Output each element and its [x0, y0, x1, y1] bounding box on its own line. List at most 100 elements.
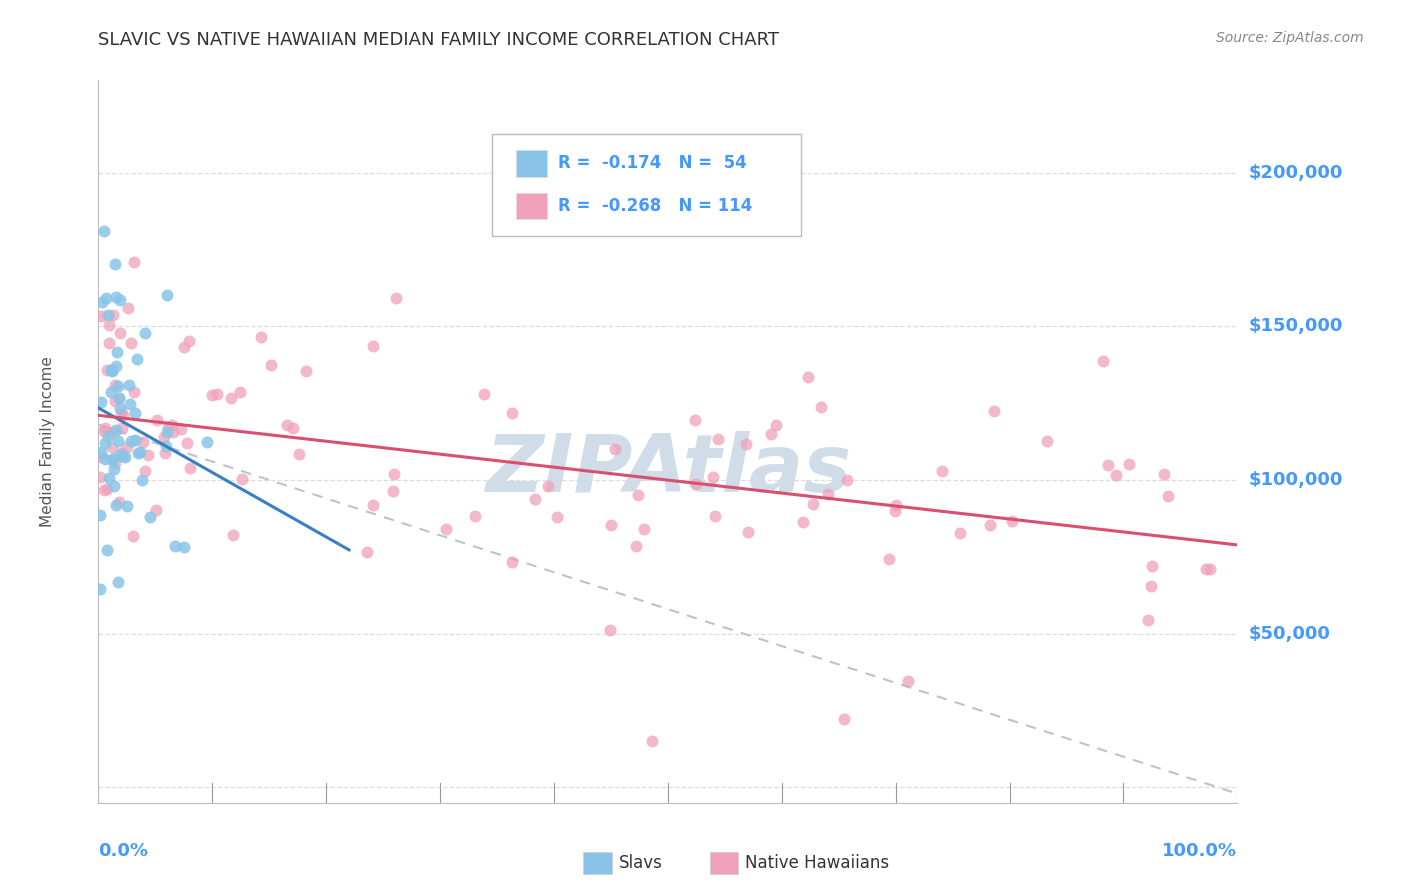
Point [90, 310, 112, 324]
Text: 0.0%: 0.0% [98, 842, 149, 860]
Point [108, 326, 131, 340]
Point [472, 387, 495, 401]
Point [100, 362, 122, 376]
Text: Median Family Income: Median Family Income [39, 356, 55, 527]
Point [765, 418, 787, 433]
Point [434, 522, 457, 536]
Point [817, 486, 839, 500]
Point [100, 364, 122, 378]
Point [153, 446, 176, 460]
Point [103, 479, 125, 493]
Point [295, 363, 318, 377]
Point [136, 448, 159, 462]
Point [949, 525, 972, 540]
Point [1118, 457, 1140, 471]
Point [1140, 558, 1163, 573]
Point [124, 433, 146, 447]
Point [276, 418, 298, 433]
Point [107, 575, 129, 590]
Point [127, 445, 149, 459]
Point [983, 404, 1005, 418]
Point [173, 340, 195, 354]
Point [501, 406, 523, 420]
Point [108, 391, 131, 405]
Point [837, 473, 859, 487]
Point [90, 450, 112, 464]
Point [101, 308, 124, 322]
Point [231, 472, 253, 486]
Point [107, 379, 129, 393]
Point [931, 464, 953, 478]
Point [122, 255, 145, 269]
Point [100, 363, 122, 377]
Point [229, 384, 252, 399]
Point [108, 495, 131, 509]
Point [1153, 467, 1175, 481]
Point [801, 497, 824, 511]
Point [96, 362, 118, 376]
Point [111, 445, 134, 459]
Point [145, 503, 167, 517]
Point [104, 499, 127, 513]
Point [205, 387, 228, 401]
Point [195, 435, 218, 450]
Point [879, 552, 901, 566]
Point [524, 491, 547, 506]
Point [163, 539, 186, 553]
Point [111, 421, 134, 435]
Point [120, 434, 142, 448]
Point [219, 391, 242, 405]
Point [155, 439, 177, 453]
Point [633, 522, 655, 536]
Point [90, 444, 112, 458]
Point [111, 450, 134, 464]
Point [104, 290, 127, 304]
Point [118, 377, 141, 392]
Point [179, 461, 201, 475]
Point [177, 334, 200, 348]
Point [115, 440, 138, 454]
Point [627, 488, 650, 502]
Point [98, 335, 121, 350]
Point [464, 509, 486, 524]
Point [1091, 354, 1114, 368]
Point [361, 498, 384, 512]
Point [125, 352, 148, 367]
Point [704, 508, 727, 523]
Point [792, 515, 814, 529]
Point [382, 483, 405, 498]
Point [501, 555, 523, 569]
Point [132, 434, 155, 449]
Point [146, 413, 169, 427]
Point [110, 405, 132, 419]
Point [108, 391, 131, 405]
Text: $200,000: $200,000 [1249, 163, 1343, 181]
Point [134, 326, 156, 341]
Point [537, 479, 560, 493]
Point [385, 291, 408, 305]
Point [1001, 515, 1024, 529]
Point [129, 444, 152, 458]
Point [93, 224, 115, 238]
Point [112, 408, 135, 422]
Point [100, 425, 122, 440]
Point [93, 424, 115, 438]
Point [884, 498, 907, 512]
Point [356, 545, 378, 559]
Text: ZIPAtlas: ZIPAtlas [485, 432, 851, 509]
Point [156, 288, 179, 302]
Point [1105, 468, 1128, 483]
Point [104, 257, 127, 271]
Text: Native Hawaiians: Native Hawaiians [745, 855, 890, 872]
Point [96, 483, 118, 497]
Point [979, 517, 1001, 532]
Point [176, 436, 198, 450]
Point [1035, 434, 1057, 448]
Point [1198, 562, 1220, 576]
Point [1157, 489, 1180, 503]
Point [600, 518, 623, 533]
Point [103, 450, 125, 465]
Point [735, 437, 758, 451]
Point [884, 504, 907, 518]
Point [114, 450, 136, 464]
